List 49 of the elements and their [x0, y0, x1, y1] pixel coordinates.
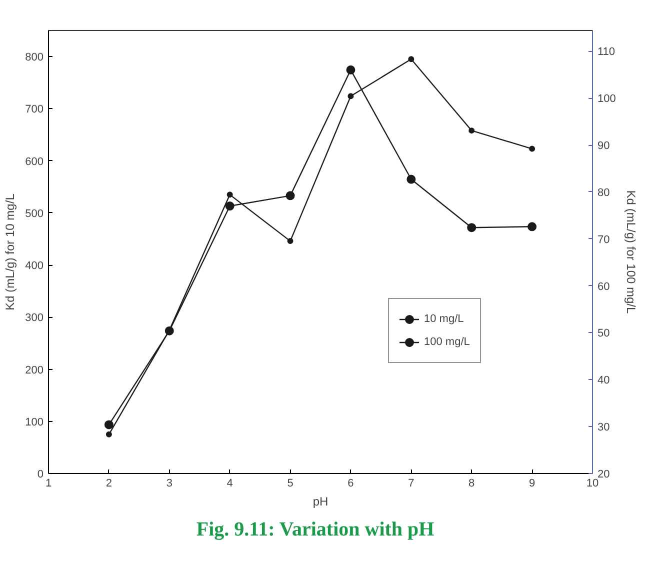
- y-tick-label: 200: [25, 364, 44, 376]
- y-tick-label: 500: [25, 208, 44, 220]
- point: [104, 420, 114, 430]
- point: [348, 93, 354, 100]
- x-axis-title: pH: [312, 494, 328, 508]
- x-tick-label: 5: [287, 478, 294, 490]
- point: [225, 202, 234, 211]
- y2-tick-label: 100: [598, 93, 616, 106]
- y2-tick-label: 50: [598, 328, 610, 340]
- y2-tick-label: 70: [598, 234, 610, 246]
- x-tick-label: 8: [468, 478, 475, 490]
- x-tick-label: 4: [226, 478, 233, 490]
- y-tick-label: 600: [25, 156, 44, 168]
- y-tick-label: 800: [25, 52, 44, 64]
- point: [226, 192, 233, 198]
- legend-label: 100 mg/L: [424, 336, 470, 348]
- point: [106, 431, 112, 438]
- y2-tick-label: 90: [598, 140, 610, 152]
- point: [286, 191, 295, 200]
- y-tick-label: 400: [25, 260, 44, 272]
- x-tick-label: 1: [45, 478, 52, 490]
- y2-tick-label: 80: [598, 186, 610, 199]
- point: [468, 128, 475, 134]
- y-tick-label: 100: [25, 416, 44, 428]
- text: Fig. 9.11: Variation with pH: [196, 518, 435, 540]
- point: [408, 56, 414, 62]
- x-tick-label: 2: [106, 478, 112, 490]
- y-axis-title: Kd (mL/g) for 10 mg/L: [3, 193, 18, 310]
- x-tick-label: 6: [348, 478, 354, 490]
- point: [528, 222, 537, 232]
- point: [287, 238, 294, 244]
- point: [346, 65, 356, 74]
- y2-tick-label: 110: [598, 46, 616, 58]
- y2-axis-title: Kd (mL/g) for 100 mg/L: [624, 190, 638, 314]
- y-tick-label: 0: [37, 468, 44, 480]
- y2-tick-label: 20: [598, 468, 610, 480]
- point: [406, 174, 416, 184]
- point: [467, 223, 476, 232]
- legend-label: 10 mg/L: [424, 313, 464, 325]
- y2-tick-label: 30: [598, 422, 610, 434]
- x-tick-label: 10: [586, 478, 599, 490]
- y2-tick-label: 60: [598, 280, 610, 293]
- y-tick-label: 300: [25, 312, 44, 324]
- y2-tick-label: 40: [598, 374, 610, 387]
- x-tick-label: 3: [166, 478, 172, 490]
- y-tick-label: 700: [25, 104, 44, 116]
- point: [529, 146, 536, 152]
- x-tick-label: 9: [528, 478, 536, 490]
- x-tick-label: 7: [408, 478, 414, 490]
